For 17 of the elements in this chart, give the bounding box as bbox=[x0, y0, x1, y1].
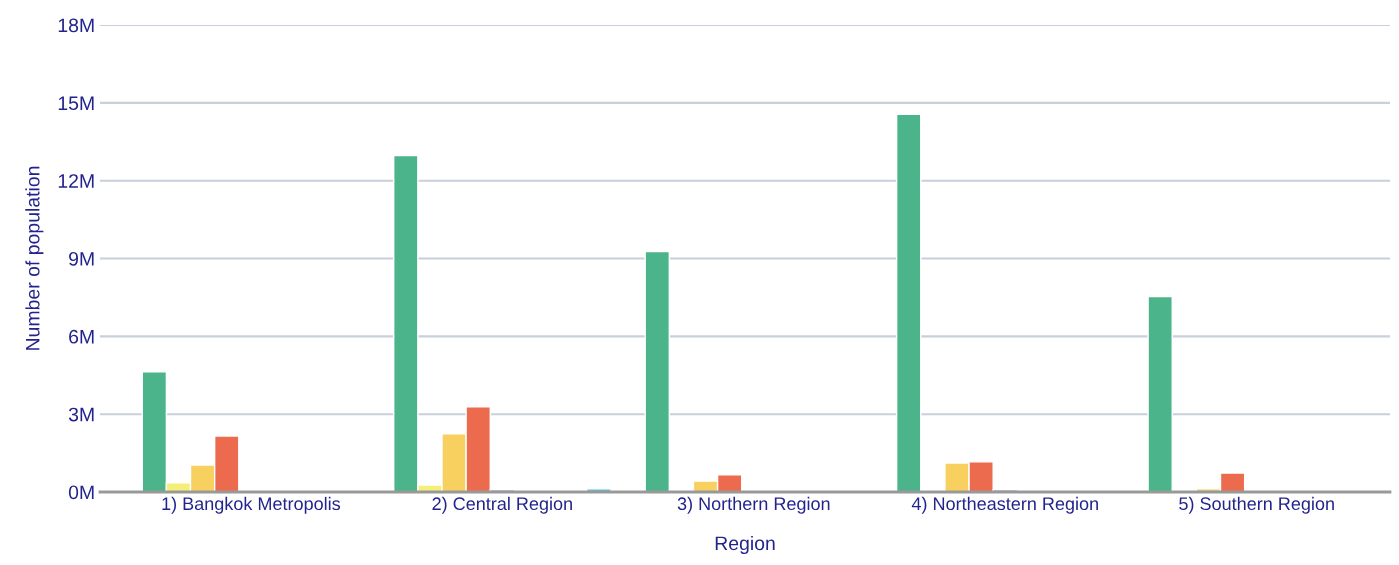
x-tick-label: 4) Northeastern Region bbox=[911, 496, 1098, 514]
x-tick-label: 1) Bangkok Metropolis bbox=[162, 496, 341, 514]
bar bbox=[895, 113, 922, 492]
bar bbox=[644, 250, 671, 492]
x-tick-label: 3) Northern Region bbox=[677, 496, 830, 514]
bar bbox=[1147, 295, 1173, 492]
x-tick-label: 5) Southern Region bbox=[1179, 496, 1334, 514]
y-tick-label: 15M bbox=[58, 96, 94, 111]
x-tick-label: 2) Central Region bbox=[432, 496, 572, 514]
y-tick-label: 6M bbox=[69, 329, 94, 344]
y-tick-label: 0M bbox=[68, 485, 94, 500]
y-tick-label: 9M bbox=[69, 251, 94, 266]
y-axis-title: Number of population bbox=[25, 166, 44, 350]
y-tick-label: 12M bbox=[58, 174, 94, 188]
x-axis-title: Region bbox=[715, 535, 775, 555]
y-tick-label: 3M bbox=[68, 407, 94, 422]
y-tick-label: 18M bbox=[58, 18, 94, 33]
